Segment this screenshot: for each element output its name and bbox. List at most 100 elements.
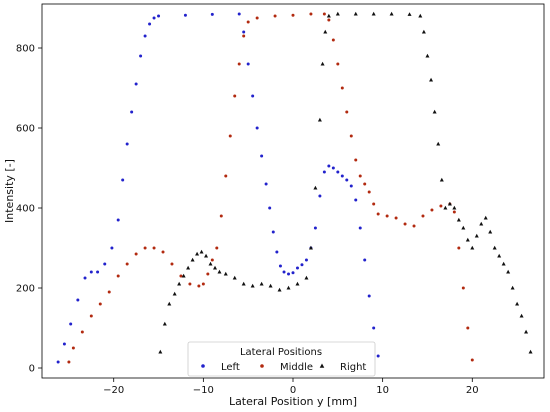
point-right [447, 201, 452, 206]
point-middle [67, 360, 71, 364]
point-left [69, 322, 73, 326]
point-left [130, 110, 134, 114]
point-middle [412, 224, 416, 228]
point-left [282, 270, 286, 274]
point-left [183, 13, 187, 17]
point-left [237, 12, 241, 16]
point-right [483, 215, 488, 220]
point-middle [237, 62, 241, 66]
point-left [340, 174, 344, 178]
point-right [425, 53, 430, 58]
point-right [323, 29, 328, 34]
plot-frame [41, 3, 545, 379]
point-middle [107, 290, 111, 294]
point-middle [161, 250, 165, 254]
point-left [96, 270, 100, 274]
point-right [186, 265, 191, 270]
point-right [172, 291, 177, 296]
point-right [195, 251, 200, 256]
x-axis: −20 −10 0 10 20 [103, 378, 479, 396]
point-left [336, 170, 340, 174]
y-axis: 0 200 400 600 800 [16, 44, 42, 375]
point-right [353, 11, 358, 16]
point-left [125, 142, 129, 146]
point-left [318, 194, 322, 198]
point-middle [439, 204, 443, 208]
point-left [327, 164, 331, 168]
point-left [152, 16, 156, 20]
point-right [461, 225, 466, 230]
point-middle [80, 330, 84, 334]
point-middle [98, 302, 102, 306]
point-middle [327, 18, 331, 22]
point-right [515, 301, 520, 306]
x-tick-label: 10 [376, 385, 389, 396]
point-right [317, 117, 322, 122]
point-middle [143, 246, 147, 250]
point-middle [255, 16, 259, 20]
point-left [354, 198, 358, 202]
point-right [250, 283, 255, 288]
point-right [407, 12, 412, 16]
point-middle [354, 158, 358, 162]
point-middle [152, 246, 156, 250]
point-middle [197, 284, 201, 288]
point-middle [421, 214, 425, 218]
point-right [223, 271, 228, 276]
series-middle [67, 12, 474, 364]
legend: Lateral Positions Left Middle Right [187, 341, 376, 377]
x-tick-label: −10 [193, 385, 214, 396]
point-middle [358, 174, 362, 178]
point-left [376, 354, 380, 358]
point-middle [219, 214, 223, 218]
point-middle [385, 214, 389, 218]
point-left [110, 246, 114, 250]
point-left [295, 266, 299, 270]
point-middle [461, 286, 465, 290]
point-left [246, 62, 250, 66]
legend-marker-middle [260, 364, 264, 368]
point-right [232, 275, 237, 280]
point-middle [363, 182, 367, 186]
point-right [208, 261, 213, 266]
point-middle [134, 252, 138, 256]
point-right [506, 269, 511, 274]
point-left [287, 272, 291, 276]
point-middle [228, 134, 232, 138]
point-middle [206, 272, 210, 276]
point-right [286, 285, 291, 290]
point-right [204, 253, 209, 258]
point-left [322, 170, 326, 174]
point-right [429, 77, 434, 82]
point-middle [336, 62, 340, 66]
point-right [510, 285, 515, 290]
point-left [268, 206, 272, 210]
point-left [62, 342, 66, 346]
point-middle [210, 258, 214, 262]
point-right [313, 185, 318, 190]
y-tick-label: 400 [16, 204, 35, 215]
point-left [264, 182, 268, 186]
legend-title: Lateral Positions [240, 347, 322, 358]
point-right [452, 205, 457, 210]
y-tick-label: 600 [16, 124, 35, 135]
point-middle [349, 134, 353, 138]
point-middle [242, 34, 246, 38]
point-middle [179, 274, 183, 278]
point-right [421, 29, 426, 34]
point-right [199, 249, 204, 254]
point-middle [340, 86, 344, 90]
point-left [251, 94, 255, 98]
point-middle [331, 38, 335, 42]
point-right [474, 233, 479, 238]
series-right [158, 11, 533, 354]
point-right [497, 253, 502, 258]
x-axis-label: Lateral Position y [mm] [229, 395, 357, 408]
point-left [349, 184, 353, 188]
point-left [345, 178, 349, 182]
point-right [479, 221, 484, 226]
point-left [210, 12, 214, 16]
point-left [278, 264, 282, 268]
point-middle [188, 282, 192, 286]
point-right [371, 11, 376, 16]
